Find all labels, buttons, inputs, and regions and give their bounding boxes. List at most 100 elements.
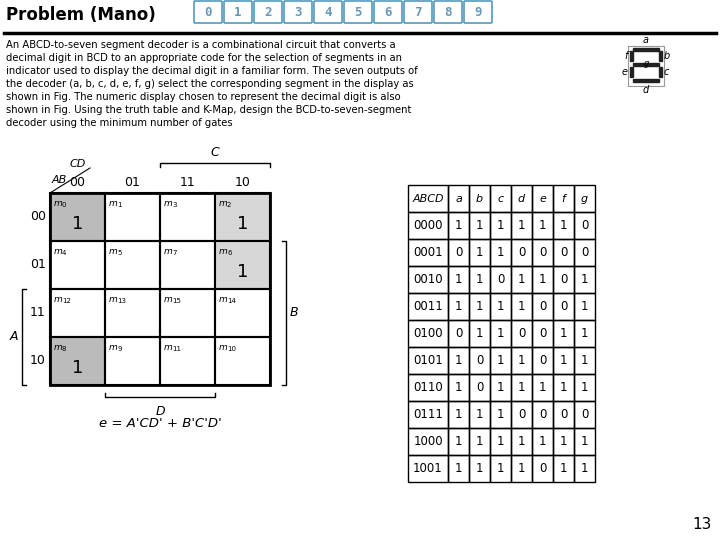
Text: 11: 11	[179, 177, 195, 190]
Bar	[469, 212, 490, 239]
Text: m: m	[164, 199, 173, 208]
Text: Problem (Mano): Problem (Mano)	[6, 6, 156, 24]
Text: 1: 1	[72, 215, 84, 233]
Text: 1: 1	[559, 435, 567, 448]
Bar	[511, 293, 532, 320]
Text: 0: 0	[518, 327, 525, 340]
Text: 10: 10	[235, 177, 251, 190]
Bar	[490, 455, 511, 482]
Bar	[50, 193, 270, 385]
Text: 0111: 0111	[413, 408, 443, 421]
Text: 0: 0	[539, 327, 546, 340]
Text: 15: 15	[172, 298, 181, 304]
Text: 1: 1	[476, 273, 483, 286]
Text: 3: 3	[294, 5, 302, 18]
Text: m: m	[54, 199, 63, 208]
Bar	[490, 266, 511, 293]
Bar	[490, 185, 511, 212]
FancyBboxPatch shape	[49, 336, 106, 386]
Bar	[469, 185, 490, 212]
Text: 1001: 1001	[413, 462, 443, 475]
Bar	[448, 185, 469, 212]
Text: f: f	[562, 193, 565, 204]
Bar	[408, 212, 448, 239]
Bar	[408, 320, 448, 347]
Bar	[469, 401, 490, 428]
Bar	[215, 241, 270, 289]
Text: 0: 0	[539, 354, 546, 367]
Bar	[448, 401, 469, 428]
Bar	[532, 266, 553, 293]
FancyBboxPatch shape	[194, 1, 222, 23]
FancyBboxPatch shape	[314, 1, 342, 23]
Text: 1: 1	[518, 219, 526, 232]
FancyBboxPatch shape	[254, 1, 282, 23]
Bar	[574, 428, 595, 455]
Text: 1: 1	[581, 354, 588, 367]
Text: 11: 11	[30, 307, 46, 320]
Bar	[511, 374, 532, 401]
Text: 0101: 0101	[413, 354, 443, 367]
Bar	[574, 455, 595, 482]
Text: 1: 1	[497, 408, 504, 421]
Text: 1: 1	[581, 300, 588, 313]
Bar	[574, 347, 595, 374]
FancyBboxPatch shape	[464, 1, 492, 23]
Text: 0: 0	[204, 5, 212, 18]
Text: b: b	[476, 193, 483, 204]
Text: decimal digit in BCD to an appropriate code for the selection of segments in an: decimal digit in BCD to an appropriate c…	[6, 53, 402, 63]
Bar	[553, 212, 574, 239]
Bar	[553, 401, 574, 428]
Text: ABCD: ABCD	[412, 193, 444, 204]
Text: 1: 1	[518, 462, 526, 475]
Text: e = A'CD' + B'C'D': e = A'CD' + B'C'D'	[99, 417, 221, 430]
Bar	[448, 347, 469, 374]
Bar	[532, 455, 553, 482]
Text: c: c	[498, 193, 503, 204]
Text: m: m	[164, 295, 173, 304]
Text: 1: 1	[518, 273, 526, 286]
Text: 1: 1	[455, 462, 462, 475]
Text: m: m	[109, 247, 118, 256]
Text: 0000: 0000	[413, 219, 443, 232]
Bar	[511, 266, 532, 293]
Bar	[574, 401, 595, 428]
Text: 1: 1	[581, 435, 588, 448]
Text: c: c	[664, 67, 670, 77]
Text: 01: 01	[125, 177, 140, 190]
Text: 1: 1	[476, 219, 483, 232]
Bar	[490, 428, 511, 455]
Text: 01: 01	[30, 259, 46, 272]
Text: AB: AB	[52, 175, 67, 185]
Text: 1: 1	[559, 462, 567, 475]
Text: 1: 1	[476, 246, 483, 259]
Text: 4: 4	[62, 250, 66, 256]
Bar	[511, 320, 532, 347]
Text: 00: 00	[30, 211, 46, 224]
Text: B: B	[290, 307, 299, 320]
Text: g: g	[581, 193, 588, 204]
Bar	[532, 320, 553, 347]
Bar	[633, 79, 659, 82]
Text: 7: 7	[172, 250, 176, 256]
Bar	[630, 67, 633, 77]
Bar	[490, 401, 511, 428]
Bar	[553, 428, 574, 455]
Bar	[532, 185, 553, 212]
Text: m: m	[54, 247, 63, 256]
Bar	[50, 241, 105, 289]
Bar	[511, 347, 532, 374]
Bar	[532, 293, 553, 320]
Text: 0: 0	[539, 246, 546, 259]
Text: 0: 0	[476, 381, 483, 394]
Text: shown in Fig. The numeric display chosen to represent the decimal digit is also: shown in Fig. The numeric display chosen…	[6, 92, 400, 102]
Text: 0: 0	[560, 246, 567, 259]
Text: 1: 1	[559, 219, 567, 232]
Bar	[659, 51, 662, 61]
Bar	[574, 374, 595, 401]
Text: 0001: 0001	[413, 246, 443, 259]
Bar	[50, 337, 105, 385]
Bar	[408, 347, 448, 374]
Text: 0011: 0011	[413, 300, 443, 313]
Text: 9: 9	[474, 5, 482, 18]
